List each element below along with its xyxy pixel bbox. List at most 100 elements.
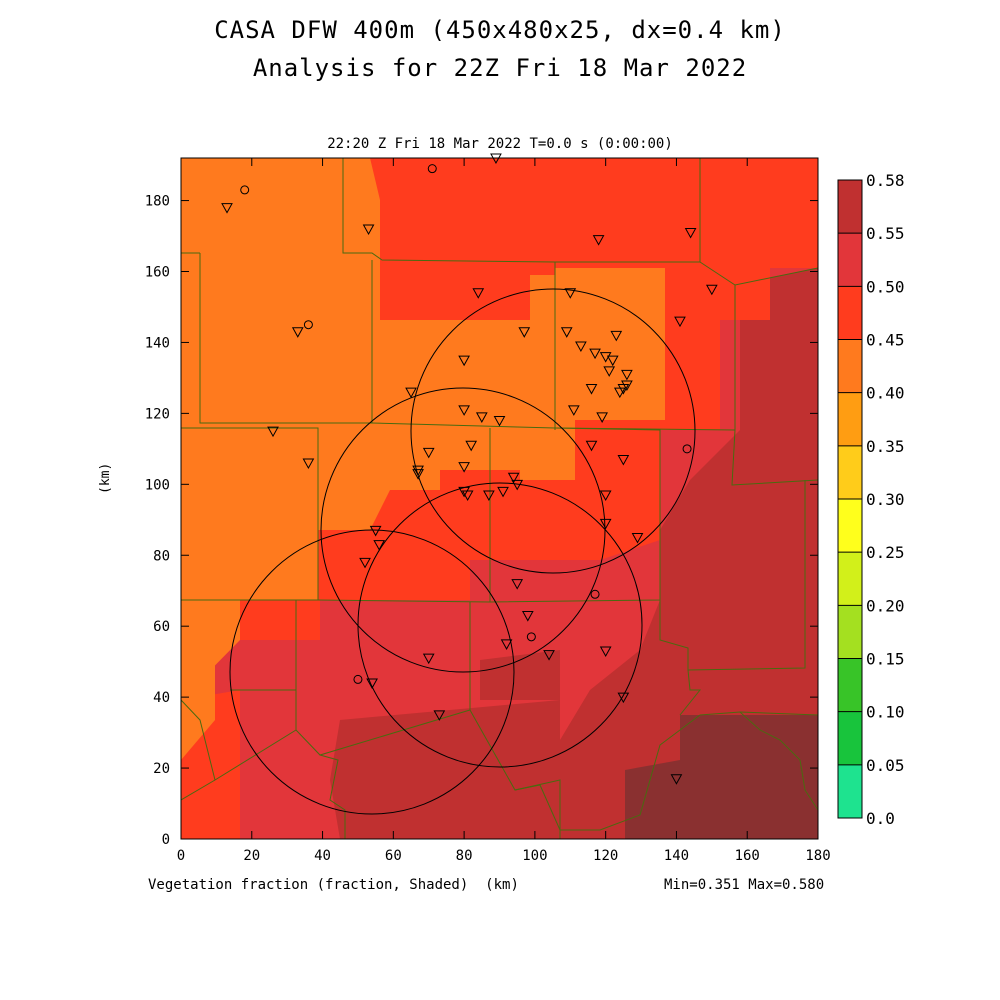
station-triangle-marker xyxy=(684,227,697,239)
field-045-notch xyxy=(380,260,530,320)
x-tick-label: 0 xyxy=(177,848,185,864)
station-triangle-marker xyxy=(567,405,580,416)
station-triangle-marker xyxy=(362,224,375,235)
field-045-west xyxy=(240,600,320,640)
station-triangle-marker xyxy=(458,405,470,416)
radar-ring-2 xyxy=(410,288,696,574)
station-triangle-marker xyxy=(596,412,608,423)
colorbar-label: 0.10 xyxy=(866,703,905,722)
y-tick-label: 100 xyxy=(145,477,170,493)
x-tick-label: 180 xyxy=(805,848,830,864)
colorbar-swatch xyxy=(838,233,862,287)
colorbar-swatch xyxy=(838,605,862,659)
colorbar-label: 0.35 xyxy=(866,437,905,456)
x-tick-label: 20 xyxy=(243,848,260,864)
station-triangle-marker xyxy=(518,327,531,338)
y-tick-label: 180 xyxy=(145,194,170,210)
station-triangle-marker xyxy=(585,384,598,395)
station-triangle-marker xyxy=(422,653,435,665)
colorbar-label: 0.45 xyxy=(866,331,905,350)
station-triangle-marker xyxy=(475,412,488,423)
axes: 0 20 40 60 80 100 120 140 160 180 0 20 40 60 80 100 120 1… xyxy=(145,158,831,864)
station-triangle-marker xyxy=(458,462,470,473)
station-circle-marker xyxy=(526,632,536,642)
station-triangle-marker xyxy=(302,458,315,470)
station-triangle-marker xyxy=(497,486,509,498)
colorbar-swatch xyxy=(838,445,862,499)
station-triangle-marker xyxy=(610,330,623,342)
station-triangle-marker xyxy=(359,557,371,569)
y-axis-label: (km) xyxy=(98,462,113,494)
station-triangle-marker xyxy=(543,650,555,661)
station-triangle-marker xyxy=(617,384,630,395)
county-boundaries xyxy=(181,158,818,839)
station-circle-marker xyxy=(682,444,692,454)
station-triangle-marker xyxy=(621,380,633,392)
field-055-south xyxy=(330,700,560,839)
colorbar: 0.0 0.05 0.10 0.15 0.20 0.25 0.30 0.35 0.40 0.45 0… xyxy=(837,171,905,828)
station-triangle-marker xyxy=(500,639,513,650)
colorbar-swatch xyxy=(838,286,862,340)
station-triangle-marker xyxy=(631,533,644,544)
station-triangle-marker xyxy=(560,327,573,338)
station-triangle-marker xyxy=(521,611,534,622)
x-axis-label: Vegetation fraction (fraction, Shaded) (… xyxy=(148,877,519,893)
station-triangle-marker xyxy=(592,235,605,246)
colorbar-swatch xyxy=(838,552,862,606)
colorbar-swatch xyxy=(838,658,862,712)
station-triangle-marker xyxy=(670,774,683,785)
colorbar-label: 0.25 xyxy=(866,543,905,562)
station-triangle-marker xyxy=(617,692,630,704)
field-055-east xyxy=(560,268,818,839)
station-triangle-marker xyxy=(461,490,474,501)
colorbar-swatch xyxy=(838,392,862,446)
x-tick-label: 120 xyxy=(593,848,618,864)
station-triangle-marker xyxy=(422,447,435,459)
station-triangle-marker xyxy=(599,518,612,530)
x-tick-label: 160 xyxy=(735,848,760,864)
station-circle-marker xyxy=(590,589,600,599)
colorbar-label: 0.40 xyxy=(866,384,905,403)
colorbar-label: 0.20 xyxy=(866,596,905,615)
colorbar-swatch xyxy=(838,499,862,553)
field-055-mid xyxy=(480,650,560,700)
colorbar-label: 0.50 xyxy=(866,277,905,296)
station-triangle-marker xyxy=(621,369,633,381)
colorbar-swatch xyxy=(838,764,862,818)
station-triangle-marker xyxy=(617,454,630,466)
colorbar-label: 0.15 xyxy=(866,650,905,669)
station-triangle-marker xyxy=(575,341,587,353)
station-triangle-marker xyxy=(705,284,718,296)
valid-time-label: 22:20 Z Fri 18 Mar 2022 T=0.0 s (0:00:00… xyxy=(327,136,673,152)
station-triangle-marker xyxy=(511,479,524,491)
y-tick-label: 40 xyxy=(153,690,170,706)
radar-ring-3 xyxy=(357,482,643,768)
field-040-orange xyxy=(181,158,665,700)
vegetation-field xyxy=(181,158,818,839)
station-triangle-marker xyxy=(511,579,524,590)
station-markers xyxy=(221,153,718,785)
x-tick-label: 140 xyxy=(664,848,689,864)
colorbar-label: 0.0 xyxy=(866,809,895,828)
y-tick-label: 120 xyxy=(145,406,170,422)
station-circle-marker xyxy=(303,320,313,330)
station-triangle-marker xyxy=(458,486,470,498)
x-tick-label: 100 xyxy=(522,848,547,864)
station-triangle-marker xyxy=(433,710,446,721)
colorbar-label: 0.55 xyxy=(866,224,905,243)
station-triangle-marker xyxy=(405,387,417,399)
station-triangle-marker xyxy=(412,465,424,477)
colorbar-label: 0.30 xyxy=(866,490,905,509)
station-triangle-marker xyxy=(589,348,601,360)
field-040-sw xyxy=(181,640,215,760)
station-triangle-marker xyxy=(564,288,577,299)
field-058-southeast xyxy=(625,715,818,839)
station-triangle-marker xyxy=(412,469,424,480)
plot-frame xyxy=(180,157,819,840)
station-triangle-marker xyxy=(369,525,382,537)
map-subtitle: Analysis for 22Z Fri 18 Mar 2022 xyxy=(252,54,748,82)
station-triangle-marker xyxy=(221,203,233,214)
y-tick-label: 60 xyxy=(153,619,170,635)
y-tick-label: 20 xyxy=(153,761,170,777)
